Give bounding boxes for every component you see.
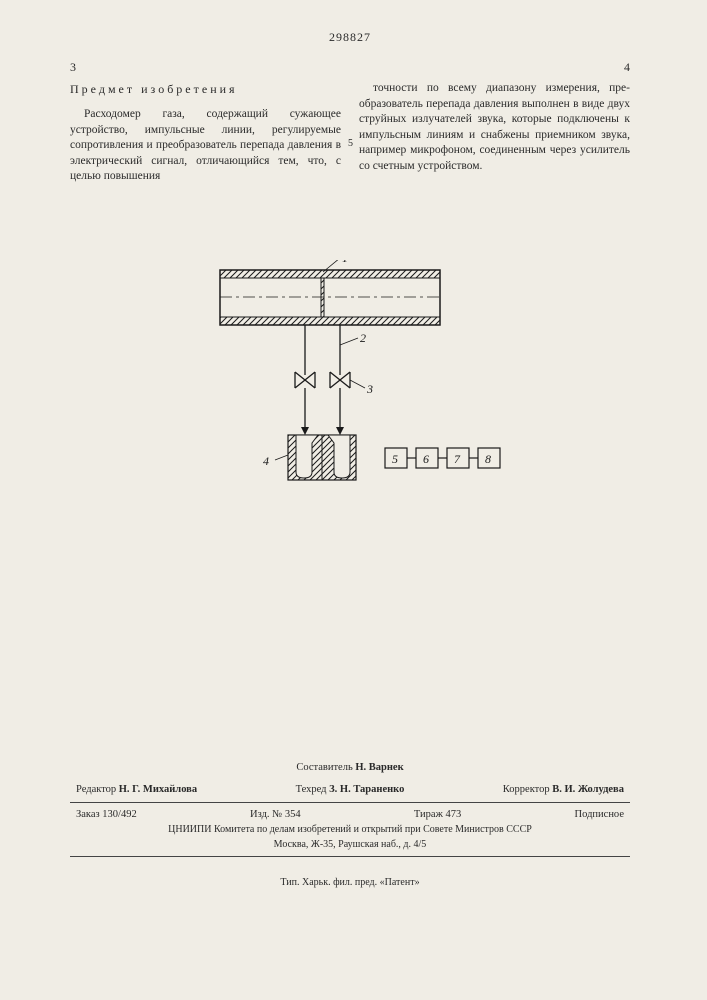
corrector-label: Корректор [503, 784, 550, 795]
address: Москва, Ж-35, Раушская наб., д. 4/5 [70, 837, 630, 852]
svg-text:7: 7 [454, 452, 461, 466]
editor-name: Н. Г. Михайлова [119, 784, 197, 795]
svg-text:5: 5 [392, 452, 398, 466]
svg-text:8: 8 [485, 452, 491, 466]
organization: ЦНИИПИ Комитета по делам изобретений и о… [70, 822, 630, 837]
left-text: Расходомер газа, содержащий сужающее уст… [70, 107, 341, 185]
corrector-name: В. И. Жолудева [552, 784, 624, 795]
svg-text:2: 2 [360, 331, 366, 345]
tech-name: З. Н. Тараненко [329, 784, 404, 795]
circulation: Тираж 473 [414, 807, 461, 823]
tech-label: Техред [296, 784, 327, 795]
order-number: Заказ 130/492 [76, 807, 137, 823]
line-number-marker: 5 [348, 138, 353, 149]
typography: Тип. Харьк. фил. пред. «Патент» [70, 875, 630, 890]
svg-text:3: 3 [366, 382, 373, 396]
subscription: Подписное [575, 807, 624, 823]
editor-label: Редактор [76, 784, 116, 795]
svg-text:1: 1 [342, 260, 348, 265]
block-chain: 5 6 7 8 [385, 448, 500, 468]
svg-text:4: 4 [263, 454, 269, 468]
issue-number: Изд. № 354 [250, 807, 301, 823]
svg-text:6: 6 [423, 452, 429, 466]
page-num-left: 3 [70, 60, 76, 75]
page-num-right: 4 [624, 60, 630, 75]
left-column: Предмет изобретения Расходомер газа, сод… [70, 81, 341, 185]
emitters [288, 435, 356, 480]
imprint-footer: Составитель Н. Варнек Редактор Н. Г. Мих… [70, 760, 630, 890]
compiler-name: Н. Варнек [355, 762, 403, 773]
right-column: точности по всему диапазону измерения, п… [359, 81, 630, 185]
right-text: точности по всему диапазону измерения, п… [359, 81, 630, 174]
section-heading: Предмет изобретения [70, 81, 341, 97]
technical-diagram: 1 2 3 4 5 6 [200, 260, 520, 520]
document-number: 298827 [70, 30, 630, 45]
compiler-label: Составитель [296, 762, 352, 773]
